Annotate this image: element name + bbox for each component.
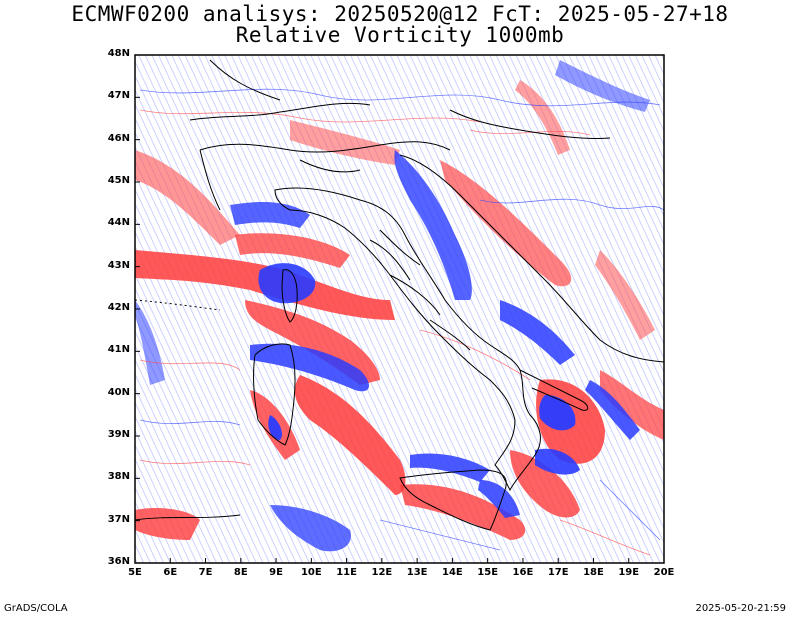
y-tick-label: 43N: [107, 259, 130, 271]
y-tick-label: 37N: [107, 513, 130, 525]
positive-vorticity-band: [440, 160, 572, 287]
positive-vorticity-band: [400, 484, 526, 540]
x-tick-label: 18E: [583, 567, 604, 578]
x-tick-label: 5E: [128, 567, 142, 578]
y-tick-label: 45N: [107, 175, 130, 186]
y-tick-label: 48N: [107, 48, 130, 59]
x-tick-label: 9E: [269, 567, 283, 578]
negative-vorticity-band: [478, 480, 520, 518]
positive-vorticity-band: [510, 450, 580, 518]
x-tick-label: 10E: [300, 567, 322, 578]
negative-vorticity-band: [230, 202, 310, 228]
negative-vorticity-band: [268, 415, 282, 440]
negative-vorticity-band: [394, 150, 472, 300]
positive-vorticity-band: [135, 150, 240, 245]
positive-vorticity-band: [294, 375, 406, 495]
positive-vorticity-band: [235, 233, 350, 268]
x-tick-label: 7E: [198, 567, 213, 578]
y-tick-label: 42N: [107, 302, 130, 313]
x-tick-label: 14E: [442, 567, 463, 578]
negative-vorticity-band: [410, 453, 490, 482]
negative-vorticity-band: [250, 343, 370, 392]
x-tick-label: 6E: [163, 567, 178, 578]
footer-credit: GrADS/COLA: [4, 603, 68, 614]
negative-vorticity-band: [500, 300, 575, 365]
x-tick-label: 17E: [547, 567, 569, 578]
x-tick-label: 16E: [512, 567, 534, 578]
negative-vorticity-band: [535, 448, 580, 475]
positive-vorticity-band: [595, 250, 655, 340]
x-tick-label: 20E: [653, 567, 675, 578]
positive-vorticity-band: [290, 120, 400, 165]
negative-vorticity-band: [270, 505, 351, 552]
negative-vorticity-band: [585, 380, 640, 440]
contour-field: [135, 55, 664, 563]
y-tick-label: 36N: [107, 556, 130, 567]
x-tick-label: 19E: [618, 567, 640, 578]
positive-vorticity-band: [600, 370, 664, 440]
coastlines: [135, 59, 664, 531]
negative-vorticity-band: [539, 395, 576, 431]
y-tick-label: 39N: [107, 429, 130, 440]
axis-ticks: [134, 54, 665, 564]
negative-vorticity-band: [135, 300, 165, 385]
y-tick-label: 46N: [107, 132, 130, 144]
positive-vorticity-band: [135, 508, 200, 540]
footer-timestamp: 2025-05-20-21:59: [695, 603, 786, 614]
y-tick-label: 40N: [107, 386, 130, 398]
x-tick-label: 13E: [406, 567, 428, 578]
negative-vorticity-band: [258, 263, 316, 304]
y-tick-label: 47N: [107, 90, 130, 102]
map-subtitle: Relative Vorticity 1000mb: [235, 23, 565, 47]
x-tick-label: 15E: [477, 567, 499, 578]
y-tick-label: 44N: [107, 217, 130, 229]
positive-vorticity-band: [515, 80, 570, 155]
y-tick-label: 41N: [107, 344, 130, 356]
x-tick-label: 8E: [233, 567, 248, 578]
y-tick-label: 38N: [107, 471, 130, 483]
x-tick-label: 12E: [371, 567, 393, 578]
map-title: ECMWF0200 analisys: 20250520@12 FcT: 202…: [71, 2, 729, 26]
negative-vorticity-band: [555, 60, 650, 112]
x-tick-label: 11E: [336, 567, 357, 578]
